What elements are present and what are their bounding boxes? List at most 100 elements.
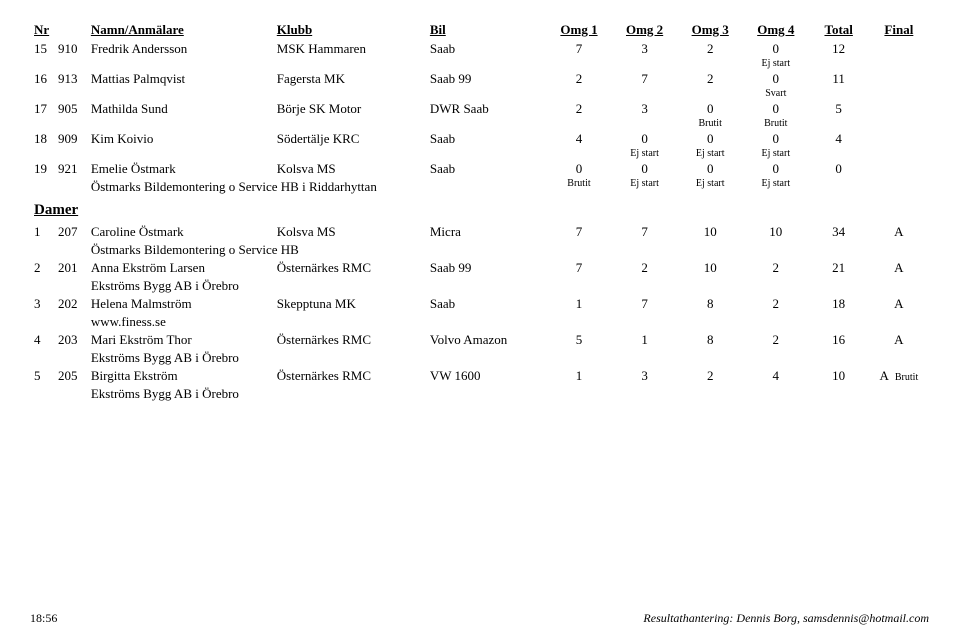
cell-total: 18 [809, 295, 869, 313]
cell-n3 [677, 58, 743, 70]
col-bil: Bil [426, 20, 546, 40]
cell-sub: Ekströms Bygg AB i Örebro [87, 385, 546, 403]
cell-total: 0 [809, 160, 869, 178]
cell-n4: Ej start [743, 178, 809, 196]
table-row: 16913Mattias PalmqvistFagersta MKSaab 99… [30, 70, 929, 88]
cell-nr: 201 [54, 259, 87, 277]
col-name: Namn/Anmälare [87, 20, 273, 40]
cell-o2: 3 [612, 100, 678, 118]
cell-o1: 0 [546, 160, 612, 178]
cell-pos: 16 [30, 70, 54, 88]
footer-time: 18:56 [30, 611, 57, 626]
col-total: Total [809, 20, 869, 40]
cell-o4: 10 [743, 223, 809, 241]
cell-bil: Saab 99 [426, 259, 546, 277]
col-omg1: Omg 1 [546, 20, 612, 40]
cell-o1: 4 [546, 130, 612, 148]
cell-o4: 2 [743, 259, 809, 277]
table-row: 3202Helena MalmströmSkepptuna MKSaab1782… [30, 295, 929, 313]
cell-bil: VW 1600 [426, 367, 546, 385]
table-subrow: Ej startEj startEj start [30, 148, 929, 160]
cell-n2: Ej start [612, 148, 678, 160]
table-row: 18909Kim KoivioSödertälje KRCSaab40004 [30, 130, 929, 148]
cell-o4: 0 [743, 40, 809, 58]
cell-o4: 0 [743, 130, 809, 148]
cell-n4: Brutit [743, 118, 809, 130]
cell-o3: 2 [677, 40, 743, 58]
col-omg2: Omg 2 [612, 20, 678, 40]
cell-o1: 5 [546, 331, 612, 349]
cell-pos: 15 [30, 40, 54, 58]
cell-total: 12 [809, 40, 869, 58]
col-final: Final [869, 20, 929, 40]
cell-o3: 10 [677, 223, 743, 241]
table-subrow: www.finess.se [30, 313, 929, 331]
cell-bil: Saab [426, 130, 546, 148]
footer: 18:56 Resultathantering: Dennis Borg, sa… [30, 611, 929, 626]
cell-total: 11 [809, 70, 869, 88]
cell-name: Fredrik Andersson [87, 40, 273, 58]
cell-o3: 2 [677, 70, 743, 88]
cell-n1 [546, 349, 612, 367]
cell-o1: 1 [546, 367, 612, 385]
cell-club: Börje SK Motor [273, 100, 426, 118]
cell-n1 [546, 148, 612, 160]
cell-o2: 0 [612, 130, 678, 148]
table-row: 19921Emelie ÖstmarkKolsva MSSaab00000 [30, 160, 929, 178]
cell-o2: 7 [612, 70, 678, 88]
cell-club: MSK Hammaren [273, 40, 426, 58]
cell-n1 [546, 118, 612, 130]
cell-o1: 2 [546, 70, 612, 88]
cell-club: Östernärkes RMC [273, 367, 426, 385]
cell-bil: Saab [426, 40, 546, 58]
cell-n2 [612, 313, 678, 331]
cell-final: A [869, 223, 929, 241]
cell-o1: 7 [546, 40, 612, 58]
cell-nr: 913 [54, 70, 87, 88]
cell-o4: 2 [743, 331, 809, 349]
cell-o3: 2 [677, 367, 743, 385]
cell-o1: 2 [546, 100, 612, 118]
cell-n4 [743, 241, 809, 259]
results-table: Nr Namn/Anmälare Klubb Bil Omg 1 Omg 2 O… [30, 20, 929, 403]
cell-club: Fagersta MK [273, 70, 426, 88]
cell-bil: DWR Saab [426, 100, 546, 118]
cell-n2 [612, 241, 678, 259]
cell-final [869, 100, 929, 118]
cell-n3 [677, 385, 743, 403]
cell-nr: 207 [54, 223, 87, 241]
cell-nr: 905 [54, 100, 87, 118]
col-nr: Nr [30, 20, 87, 40]
cell-nr: 203 [54, 331, 87, 349]
cell-n2 [612, 349, 678, 367]
cell-pos: 18 [30, 130, 54, 148]
header-row: Nr Namn/Anmälare Klubb Bil Omg 1 Omg 2 O… [30, 20, 929, 40]
cell-nr: 909 [54, 130, 87, 148]
cell-o4: 2 [743, 295, 809, 313]
cell-n4: Svart [743, 88, 809, 100]
cell-bil: Saab [426, 160, 546, 178]
cell-sub: Östmarks Bildemontering o Service HB i R… [87, 178, 546, 196]
cell-o4: 4 [743, 367, 809, 385]
cell-n3 [677, 349, 743, 367]
cell-n3 [677, 277, 743, 295]
cell-n3 [677, 313, 743, 331]
cell-name: Mathilda Sund [87, 100, 273, 118]
cell-o3: 8 [677, 295, 743, 313]
table-row: 5205Birgitta EkströmÖsternärkes RMCVW 16… [30, 367, 929, 385]
table-row: 17905Mathilda SundBörje SK MotorDWR Saab… [30, 100, 929, 118]
cell-n3 [677, 241, 743, 259]
cell-total: 4 [809, 130, 869, 148]
table-subrow: Ekströms Bygg AB i Örebro [30, 385, 929, 403]
cell-total: 10 [809, 367, 869, 385]
cell-o2: 3 [612, 367, 678, 385]
cell-sub [87, 58, 546, 70]
cell-total: 5 [809, 100, 869, 118]
cell-pos: 5 [30, 367, 54, 385]
cell-nr: 921 [54, 160, 87, 178]
cell-pos: 1 [30, 223, 54, 241]
col-omg4: Omg 4 [743, 20, 809, 40]
table-subrow: Ej start [30, 58, 929, 70]
cell-sub: www.finess.se [87, 313, 546, 331]
cell-pos: 3 [30, 295, 54, 313]
